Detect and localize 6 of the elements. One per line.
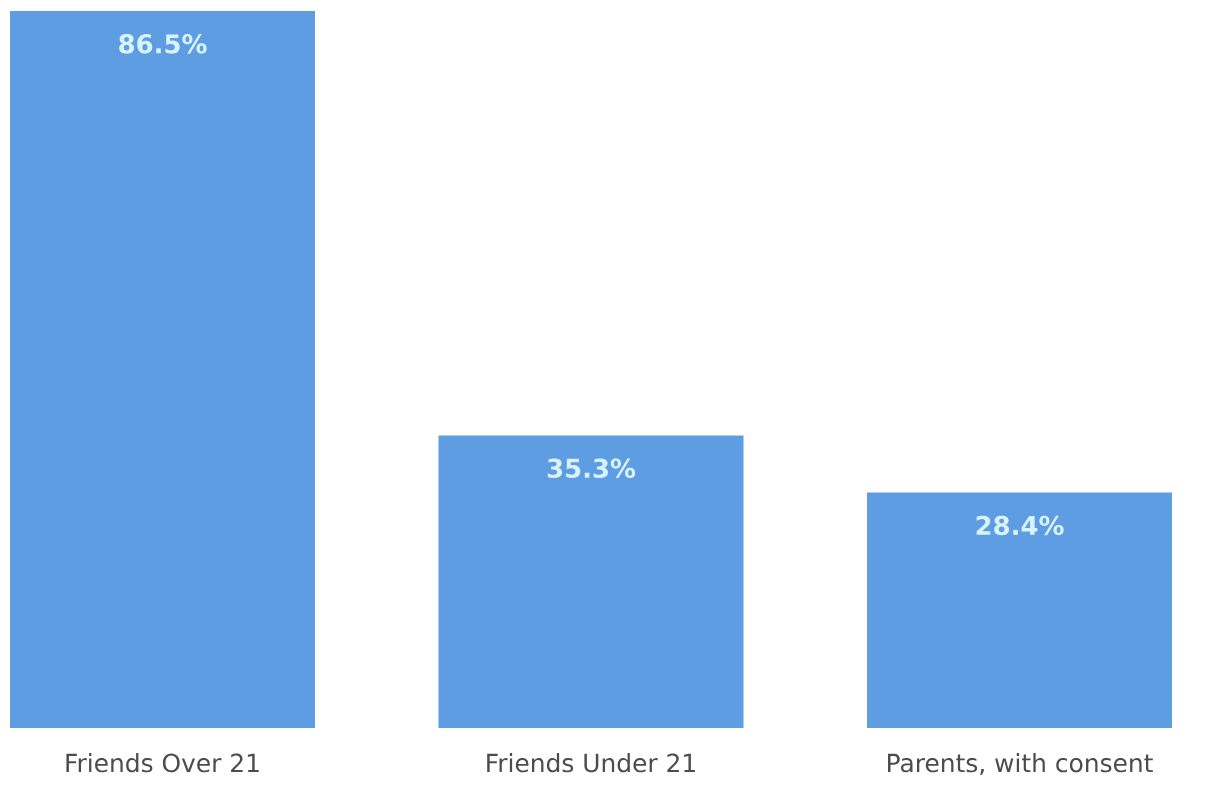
data-label: 28.4% — [976, 515, 1064, 536]
data-label: 86.5% — [119, 34, 207, 54]
data-label: 35.3% — [547, 458, 636, 479]
x-tick-label: Parents, with consent — [888, 753, 1153, 775]
x-tick-label: Friends Over 21 — [66, 753, 259, 773]
x-tick-label: Friends Under 21 — [487, 753, 695, 773]
